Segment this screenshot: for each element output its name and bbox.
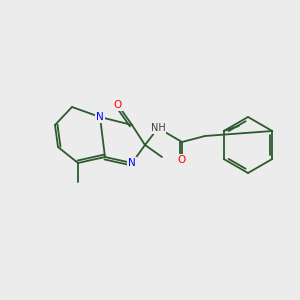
Text: N: N	[96, 112, 104, 122]
Text: O: O	[114, 100, 122, 110]
Text: NH: NH	[151, 123, 165, 133]
Text: N: N	[128, 158, 136, 168]
Text: O: O	[178, 155, 186, 165]
